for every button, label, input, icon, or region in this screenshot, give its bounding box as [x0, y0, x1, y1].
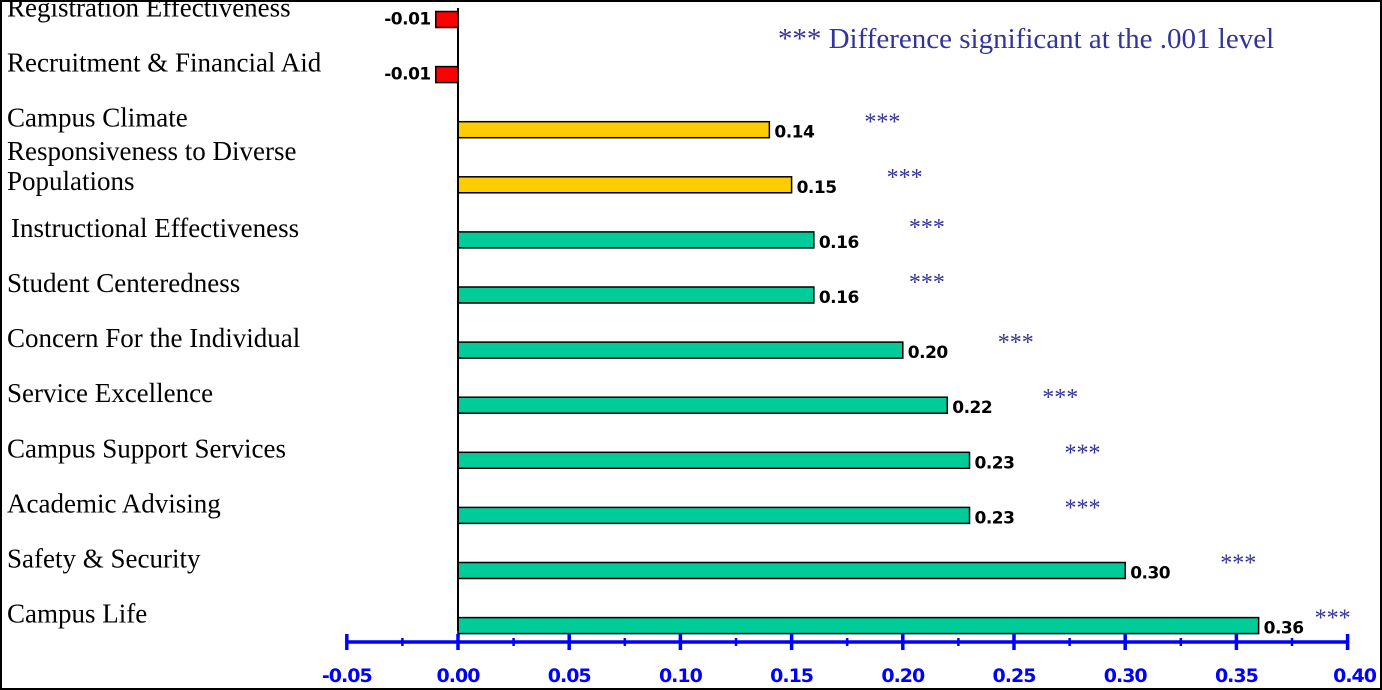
x-tick-label: 0.30: [1104, 665, 1148, 687]
category-label: Recruitment & Financial Aid: [7, 48, 322, 78]
significance-stars: ***: [909, 215, 945, 241]
data-label: 0.16: [819, 233, 859, 253]
category-label: Student Centeredness: [7, 268, 240, 298]
bar: [457, 120, 771, 139]
significance-stars: ***: [1220, 551, 1256, 577]
x-tick-label: -0.05: [322, 665, 372, 687]
x-tick-label: 0.40: [1333, 665, 1377, 687]
bar: [457, 451, 971, 470]
bar: [457, 561, 1126, 580]
data-label: -0.01: [384, 65, 431, 85]
x-tick-label: 0.15: [770, 665, 813, 687]
significance-stars: ***: [1315, 606, 1351, 632]
category-label: Campus Support Services: [7, 433, 286, 463]
category-label: Safety & Security: [7, 544, 201, 574]
category-label-line: Populations: [7, 166, 135, 196]
x-tick-label: 0.25: [993, 665, 1036, 687]
bar: [457, 341, 904, 359]
bar: [457, 231, 815, 249]
data-label: 0.15: [797, 178, 837, 198]
x-tick-label: 0.00: [437, 665, 481, 687]
category-label: Academic Advising: [7, 488, 221, 518]
data-label: 0.23: [975, 453, 1015, 473]
significance-stars: ***: [1065, 495, 1101, 521]
bar: [435, 10, 459, 29]
category-label: Registration Effectiveness: [7, 0, 291, 23]
data-label: 0.20: [908, 343, 949, 363]
bar: [457, 176, 793, 194]
bar: [457, 506, 971, 525]
category-label: Campus Life: [7, 599, 147, 629]
category-label: Responsiveness to Diverse Populations: [7, 136, 296, 196]
category-label: Concern For the Individual: [7, 323, 300, 353]
category-label-line: Responsiveness to Diverse: [7, 136, 296, 166]
bar: [457, 616, 1260, 635]
category-label: Service Excellence: [7, 378, 213, 408]
significance-stars: ***: [1042, 385, 1078, 411]
x-tick-label: 0.20: [881, 665, 925, 687]
x-tick-label: 0.05: [548, 665, 591, 687]
data-label: -0.01: [384, 10, 431, 30]
bar: [457, 286, 815, 304]
significance-stars: ***: [909, 270, 945, 296]
data-label: 0.16: [819, 288, 859, 308]
data-label: 0.36: [1264, 619, 1304, 639]
significance-note: *** Difference significant at the .001 l…: [778, 23, 1274, 55]
axis-layer: -0.05 0.00 0.05 0.10 0.15 0.20 0.25 0.30 0.35 0.4…: [322, 8, 1378, 687]
significance-stars: ***: [1065, 440, 1101, 466]
significance-stars: ***: [864, 110, 900, 136]
significance-stars: ***: [887, 165, 923, 191]
bar: [435, 65, 459, 84]
significance-stars: ***: [998, 330, 1034, 356]
category-label: Campus Climate: [7, 103, 188, 133]
data-label: 0.22: [952, 398, 992, 418]
data-label: 0.30: [1130, 564, 1171, 584]
x-tick-label: 0.10: [659, 665, 703, 687]
x-tick-label: 0.35: [1215, 665, 1258, 687]
data-label: 0.14: [774, 123, 815, 143]
category-label: Instructional Effectiveness: [11, 213, 299, 243]
data-label: 0.23: [975, 508, 1015, 528]
bar: [457, 396, 949, 414]
